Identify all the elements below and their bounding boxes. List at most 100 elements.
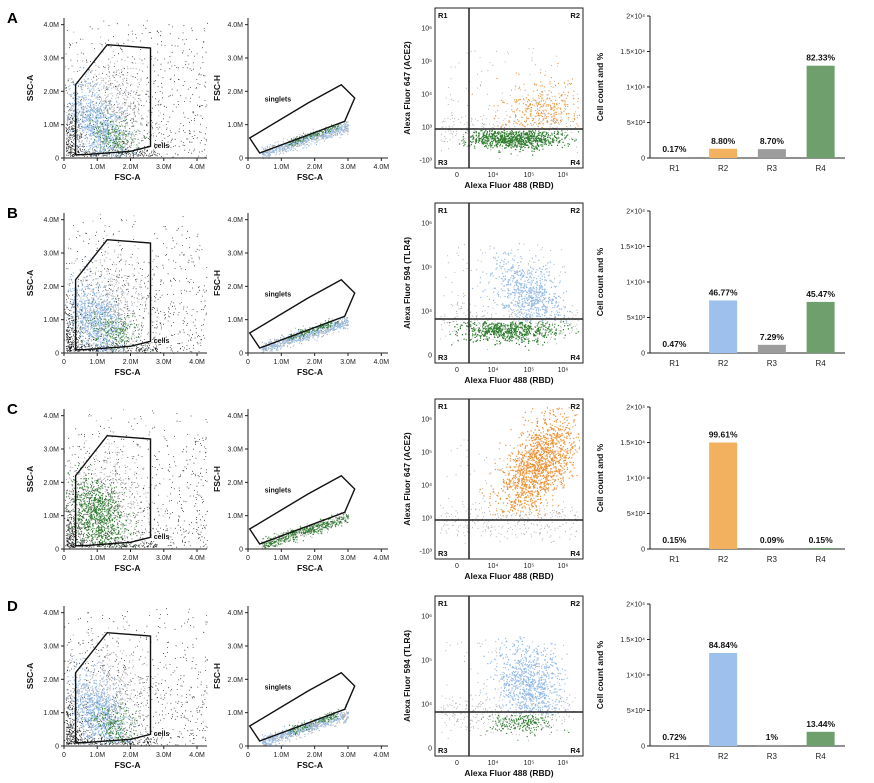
y-tick-label: 5×10³ — [627, 120, 646, 127]
panel-letter: D — [7, 598, 18, 615]
x-tick-label: 3.0M — [340, 555, 356, 562]
x-tick-label: 3.0M — [156, 164, 172, 171]
cells-gate[interactable] — [74, 238, 152, 351]
x-tick-label: 10⁶ — [558, 172, 569, 179]
y-axis-label: SSC-A — [25, 466, 35, 492]
bar-value-label: 0.15% — [662, 535, 687, 545]
quadrant-label-r4: R4 — [570, 158, 580, 167]
event-dots — [81, 699, 149, 746]
x-tick-label: 4.0M — [189, 752, 205, 759]
y-axis-label: FSC-H — [212, 75, 222, 101]
x-axis-label: FSC-A — [297, 367, 323, 377]
gate-label: singlets — [265, 487, 292, 494]
bar-r2 — [709, 442, 738, 549]
x-tick-label: 10⁵ — [524, 563, 535, 570]
bar-r2 — [709, 148, 738, 158]
event-dots — [288, 709, 339, 735]
x-tick-label: 2.0M — [123, 359, 139, 366]
y-tick-label: 1×10⁴ — [626, 280, 645, 287]
y-tick-label: 2.0M — [43, 89, 59, 96]
event-dots — [64, 608, 208, 747]
y-tick-label: 10⁴ — [421, 92, 432, 99]
y-axis-label: Alexa Fluor 594 (TLR4) — [402, 237, 412, 329]
bar-value-label: 13.44% — [806, 719, 835, 729]
x-tick-label: 1.0M — [89, 164, 105, 171]
y-tick-label: 3.0M — [227, 251, 243, 258]
plot-frame — [434, 398, 584, 560]
x-category-label: R1 — [669, 359, 680, 368]
x-axis-label: FSC-A — [297, 760, 323, 770]
x-tick-label: 10⁵ — [524, 172, 535, 179]
singlets-gate[interactable] — [248, 83, 356, 154]
y-axis-label: Alexa Fluor 647 (ACE2) — [402, 41, 412, 135]
y-tick-label: 10³ — [422, 125, 433, 132]
bar-value-label: 0.09% — [760, 535, 785, 545]
event-dots — [66, 256, 148, 354]
event-dots — [64, 626, 168, 747]
event-dots — [472, 243, 571, 323]
y-axis-label: Alexa Fluor 594 (TLR4) — [402, 630, 412, 722]
y-tick-label: 1.0M — [43, 122, 59, 129]
x-tick-label: 3.0M — [340, 164, 356, 171]
singlets-gate[interactable] — [248, 671, 356, 742]
x-tick-label: 10⁶ — [558, 563, 569, 570]
cells-gate[interactable] — [74, 43, 152, 156]
x-tick-label: 3.0M — [156, 752, 172, 759]
quadrant-plot: R1 R2 R3 R4 0 10⁴ 10⁵ 10⁶ 10⁶ 10⁵ 10⁴ 0 Alexa Fluor … — [402, 202, 584, 385]
y-tick-label: 3.0M — [227, 644, 243, 651]
y-tick-label: 10⁶ — [421, 221, 432, 228]
y-tick-label: 4.0M — [227, 22, 243, 29]
x-tick-label: 10⁴ — [488, 172, 499, 179]
x-tick-label: 10⁴ — [488, 760, 499, 767]
y-tick-label: 10³ — [422, 516, 433, 523]
event-dots — [459, 130, 580, 156]
x-tick-label: 2.0M — [307, 555, 323, 562]
x-tick-label: 0 — [62, 555, 66, 562]
y-tick-label: 10⁶ — [421, 26, 432, 33]
x-tick-label: 1.0M — [89, 359, 105, 366]
x-tick-label: 10⁵ — [524, 760, 535, 767]
plot-frame — [434, 595, 584, 757]
gate-label: singlets — [265, 291, 292, 298]
fsc-singlets-plot: singlets 0 1.0M 2.0M 3.0M 4.0M 0 1.0M 2.0M 3.0M 4.… — [212, 606, 389, 770]
y-tick-label: 0 — [641, 156, 645, 163]
quadrant-label-r1: R1 — [438, 11, 448, 20]
x-category-label: R2 — [718, 555, 729, 564]
y-tick-label: 10⁶ — [421, 614, 432, 621]
x-tick-label: 3.0M — [340, 752, 356, 759]
x-category-label: R2 — [718, 359, 729, 368]
x-category-label: R1 — [669, 164, 680, 173]
quadrant-plot: R1 R2 R3 R4 0 10⁴ 10⁵ 10⁶ 10⁶ 10⁵ 10⁴ 0 Alexa Fluor … — [402, 595, 584, 778]
y-tick-label: 3.0M — [43, 644, 59, 651]
y-tick-label: 2.0M — [227, 284, 243, 291]
y-tick-label: 0 — [55, 156, 59, 163]
quadrant-label-r3: R3 — [438, 549, 448, 558]
gate-label: cells — [154, 143, 170, 150]
event-dots — [65, 31, 161, 159]
bar-r4 — [806, 548, 835, 549]
quadrant-label-r4: R4 — [570, 746, 580, 755]
y-tick-label: 0 — [55, 547, 59, 554]
bar-chart: 0 5×10³ 1×10⁴ 1.5×10⁴ 2×10⁴ Cell count and % 0… — [595, 14, 845, 173]
cells-gate[interactable] — [74, 631, 152, 744]
x-tick-label: 2.0M — [123, 164, 139, 171]
y-tick-label: 3.0M — [43, 56, 59, 63]
x-category-label: R3 — [767, 752, 778, 761]
x-axis-label: Alexa Fluor 488 (RBD) — [464, 768, 553, 778]
bar-r4 — [806, 301, 835, 353]
fsc-ssc-plot: cells 0 1.0M 2.0M 3.0M 4.0M 0 1.0M 2.0M 3.0M 4.0M F… — [25, 606, 208, 770]
cells-gate[interactable] — [74, 434, 152, 547]
quadrant-label-r2: R2 — [570, 402, 580, 411]
bar-value-label: 8.70% — [760, 136, 785, 146]
x-axis-label: Alexa Fluor 488 (RBD) — [464, 375, 553, 385]
x-category-label: R3 — [767, 359, 778, 368]
singlets-gate[interactable] — [248, 278, 356, 349]
y-tick-label: 5×10³ — [627, 708, 646, 715]
bar-r3 — [757, 548, 786, 549]
singlets-gate[interactable] — [248, 474, 356, 545]
y-tick-label: 1.5×10⁴ — [620, 637, 645, 644]
gate-label: singlets — [265, 684, 292, 691]
y-tick-label: 1.0M — [227, 513, 243, 520]
